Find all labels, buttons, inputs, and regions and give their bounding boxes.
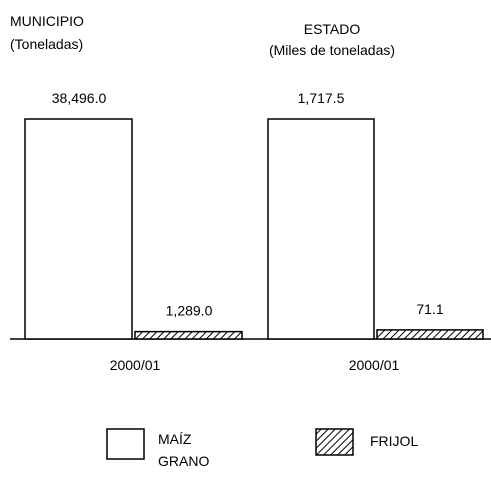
municipio-maiz-bar [24, 118, 133, 340]
estado-maiz-bar [267, 118, 375, 340]
estado-frijol-bar [376, 329, 484, 340]
municipio-frijol-value: 1,289.0 [166, 303, 213, 319]
legend-label-maiz-line2: GRANO [158, 453, 209, 469]
municipio-category-label: 2000/01 [110, 357, 161, 373]
legend-swatch-maiz [106, 428, 145, 460]
estado-category-label: 2000/01 [349, 357, 400, 373]
estado-maiz-value: 1,717.5 [298, 90, 345, 106]
estado-frijol-value: 71.1 [416, 301, 443, 317]
municipio-frijol-bar [134, 330, 243, 340]
legend-label-frijol: FRIJOL [370, 433, 418, 449]
municipio-title: MUNICIPIO [10, 13, 84, 29]
estado-subtitle: (Miles de toneladas) [269, 42, 395, 58]
legend-swatch-frijol [315, 428, 354, 456]
municipio-subtitle: (Toneladas) [10, 36, 83, 52]
municipio-maiz-value: 38,496.0 [52, 90, 107, 106]
estado-title: ESTADO [304, 21, 361, 37]
legend-label-maiz-line1: MAÍZ [158, 431, 192, 447]
